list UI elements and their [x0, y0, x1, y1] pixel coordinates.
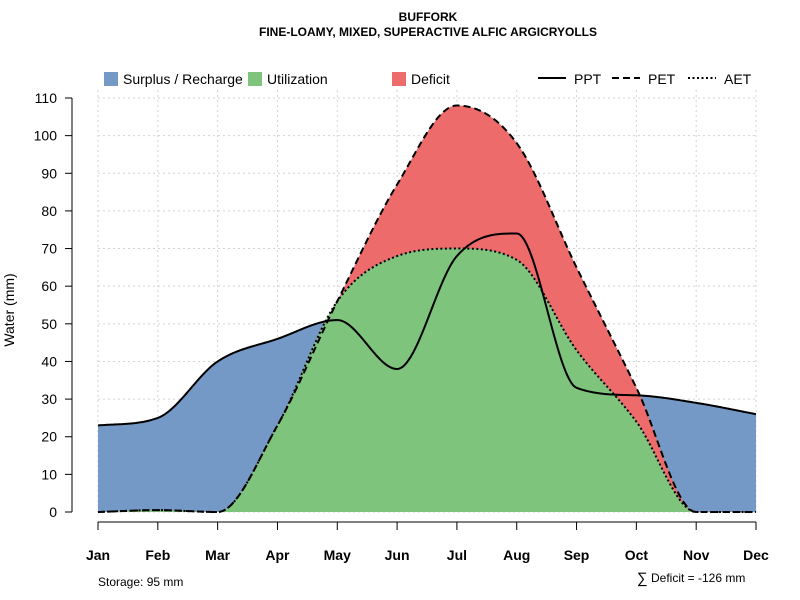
storage-note: Storage: 95 mm — [98, 575, 183, 589]
x-tick-label-jul: Jul — [447, 547, 467, 563]
legend-swatch — [392, 72, 406, 86]
water-areas — [98, 105, 756, 513]
y-tick-label: 40 — [41, 353, 57, 369]
x-tick-label-feb: Feb — [145, 547, 170, 563]
y-tick-label: 110 — [35, 90, 58, 106]
y-tick-label: 70 — [41, 241, 57, 257]
deficit-note: Deficit = -126 mm — [651, 571, 745, 585]
pet-line — [97, 104, 756, 514]
x-tick-label-nov: Nov — [683, 547, 710, 563]
x-tick-label-apr: Apr — [265, 547, 290, 563]
ppt-line — [97, 232, 757, 427]
x-tick-label-oct: Oct — [625, 547, 649, 563]
x-tick-label-jan: Jan — [86, 547, 110, 563]
y-tick-label: 20 — [41, 429, 57, 445]
chart-title: BUFFORK — [399, 10, 458, 24]
legend-label: Surplus / Recharge — [123, 71, 243, 87]
y-tick-label: 10 — [41, 466, 57, 482]
y-tick-label: 90 — [41, 165, 57, 181]
y-tick-label: 30 — [41, 391, 57, 407]
y-tick-label: 50 — [41, 316, 57, 332]
aet-line — [97, 247, 756, 514]
utilization-area — [98, 248, 756, 513]
legend-label: PPT — [574, 71, 602, 87]
x-tick-label-aug: Aug — [503, 547, 530, 563]
y-tick-label: 0 — [49, 504, 57, 520]
deficit-sum-symbol: ∑ — [637, 570, 648, 587]
legend-label: PET — [648, 71, 676, 87]
x-tick-label-dec: Dec — [743, 547, 769, 563]
legend-swatch — [248, 72, 262, 86]
x-tick-label-mar: Mar — [205, 547, 230, 563]
x-tick-label-may: May — [324, 547, 351, 563]
legend-label: AET — [724, 71, 752, 87]
y-tick-label: 60 — [41, 278, 57, 294]
legend-label: Utilization — [267, 71, 328, 87]
y-axis-label: Water (mm) — [1, 273, 17, 346]
y-tick-label: 100 — [34, 128, 58, 144]
legend: Surplus / Recharge Utilization Deficit PPT P… — [104, 71, 752, 87]
x-tick-label-sep: Sep — [564, 547, 590, 563]
axes: 0 10 20 30 40 50 60 70 80 90 100 110 Jan Feb Mar Apr May… — [34, 90, 769, 563]
legend-label: Deficit — [411, 71, 450, 87]
chart-subtitle: FINE-LOAMY, MIXED, SUPERACTIVE ALFIC ARG… — [259, 25, 597, 39]
y-tick-label: 80 — [41, 203, 57, 219]
legend-swatch — [104, 72, 118, 86]
series-lines — [97, 104, 757, 514]
x-tick-label-jun: Jun — [385, 547, 410, 563]
deficit-area — [98, 105, 756, 512]
